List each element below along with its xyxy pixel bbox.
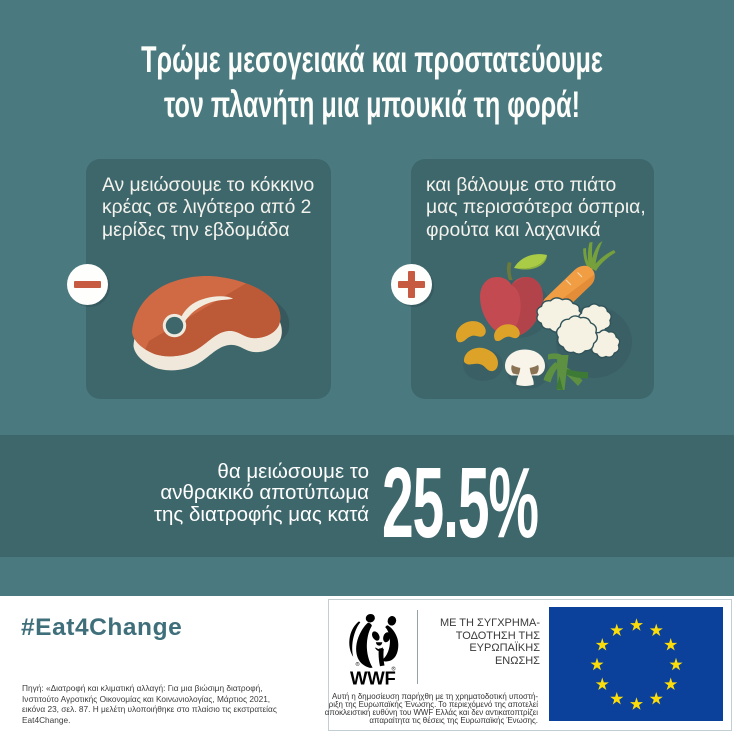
svg-text:®: ® — [356, 661, 360, 668]
svg-text:®: ® — [392, 666, 396, 673]
svg-text:WWF: WWF — [350, 668, 396, 689]
